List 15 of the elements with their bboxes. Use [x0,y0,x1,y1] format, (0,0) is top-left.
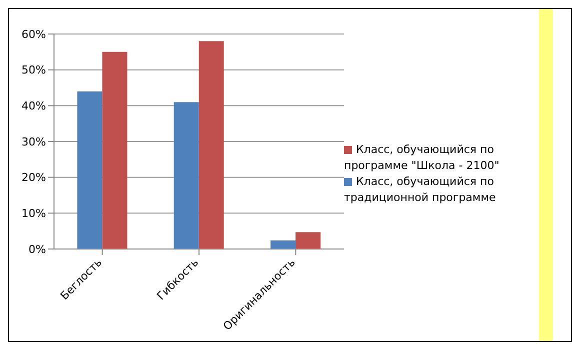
y-tick-label: 10% [22,207,46,220]
bar [174,102,199,249]
y-tick-label: 20% [22,171,46,184]
y-tick-label: 30% [22,135,46,148]
bar [198,41,224,249]
bar [102,52,128,249]
legend-label: Класс, обучающийся по программе "Школа - 2100" [344,143,500,172]
bar [270,240,296,249]
y-tick-label: 0% [28,242,46,256]
y-tick-label: 40% [22,100,46,113]
legend-label: Класс, обучающийся по традиционной программе [344,175,496,204]
y-tick-label: 60% [22,28,46,41]
bar [296,232,321,249]
y-tick-label: 50% [22,64,46,77]
bar [77,91,102,249]
